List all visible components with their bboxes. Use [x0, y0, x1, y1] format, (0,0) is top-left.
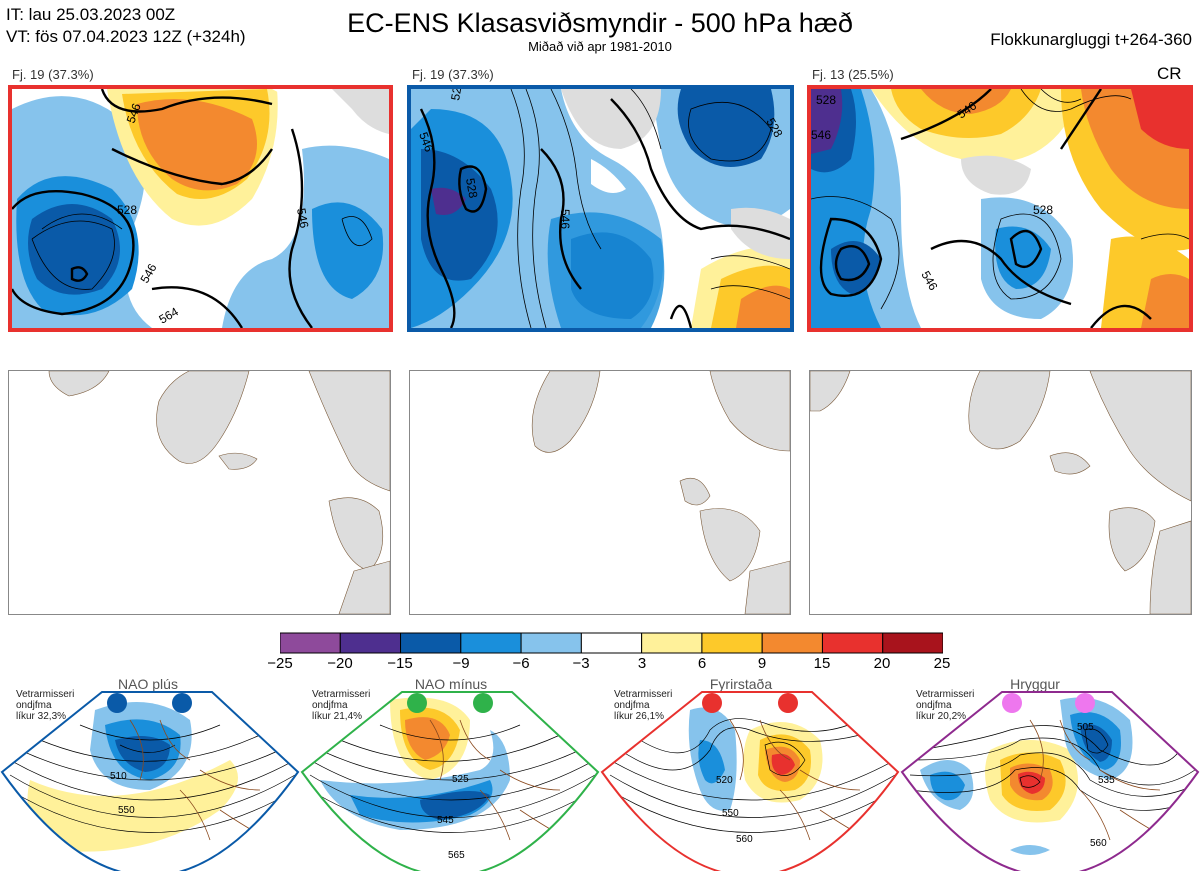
panel-3-contour-label-a: 528 — [816, 93, 836, 107]
legend-tick: −20 — [327, 655, 353, 672]
regime-2-dot-left — [407, 693, 427, 713]
legend-tick: −15 — [387, 655, 413, 672]
panel-3-contour-label-b: 546 — [811, 128, 831, 142]
panel-1-contour-label-b: 528 — [117, 203, 137, 217]
panel-2-contour-label-a: 528 — [448, 89, 465, 102]
legend-tick: 9 — [757, 655, 767, 672]
panel-3-extra-label: CR — [1157, 64, 1182, 83]
regime-3-info-line: Vetrarmisseri — [614, 689, 673, 700]
classification-window: Flokkunargluggi t+264-360 — [990, 30, 1192, 49]
panel-2-contour-label-d: 546 — [558, 209, 572, 229]
regime-3-contour-label: 560 — [736, 834, 753, 845]
regime-1-name: NAO plús — [118, 676, 178, 692]
regime-map-ridge[interactable]: 505 535 560 — [900, 690, 1200, 876]
color-legend — [279, 632, 944, 659]
page-title: EC-ENS Klasasviðsmyndir - 500 hPa hæð — [347, 8, 853, 38]
regime-3-contour-label: 550 — [722, 808, 739, 819]
regime-1-info-line: Vetrarmisseri — [16, 689, 75, 700]
base-map-3 — [809, 370, 1192, 615]
legend-swatch — [279, 632, 341, 654]
legend-swatch — [821, 632, 884, 654]
regime-2-contour-label: 525 — [452, 774, 469, 785]
cluster-map-3[interactable]: 528 546 546 546 528 — [807, 85, 1193, 332]
regime-2-dot-right — [473, 693, 493, 713]
regime-4-info-line: líkur 20,2% — [916, 711, 967, 722]
panel-1-label: Fj. 19 (37.3%) — [12, 67, 94, 82]
regime-2-info-line: ondjfma — [312, 700, 348, 711]
regime-4-info: Vetrarmisseri ondjfma líkur 20,2% — [916, 689, 974, 722]
regime-4-info-line: Vetrarmisseri — [916, 689, 975, 700]
legend-swatch — [400, 632, 462, 654]
valid-time: VT: fös 07.04.2023 12Z (+324h) — [6, 27, 246, 46]
regime-1-info-line: líkur 32,3% — [16, 711, 67, 722]
legend-tick: −6 — [512, 655, 530, 672]
legend-swatch — [701, 632, 763, 654]
regime-3-contour-label: 520 — [716, 775, 733, 786]
legend-swatch — [520, 632, 582, 654]
regime-1-dot-right — [172, 693, 192, 713]
regime-2-info-line: líkur 21,4% — [312, 711, 363, 722]
regime-4-name: Hryggur — [1010, 676, 1060, 692]
base-map-2 — [409, 370, 791, 615]
regime-3-info: Vetrarmisseri ondjfma líkur 26,1% — [614, 689, 672, 722]
regime-4-contour-label: 505 — [1077, 722, 1094, 733]
header-times: IT: lau 25.03.2023 00Z VT: fös 07.04.202… — [6, 4, 246, 48]
legend-tick: −25 — [267, 655, 293, 672]
regime-1-info-line: ondjfma — [16, 700, 52, 711]
base-map-1 — [8, 370, 391, 615]
regime-2-contour-label: 545 — [437, 815, 454, 826]
regime-4-contour-label: 560 — [1090, 838, 1107, 849]
initial-time: IT: lau 25.03.2023 00Z — [6, 5, 176, 24]
legend-tick: 25 — [933, 655, 951, 672]
regime-3-info-line: líkur 26,1% — [614, 711, 665, 722]
regime-2-name: NAO mínus — [414, 676, 488, 692]
color-legend-bar — [279, 632, 944, 654]
regime-3-dot-left — [702, 693, 722, 713]
regime-4-info-line: ondjfma — [916, 700, 952, 711]
legend-swatch — [882, 632, 944, 654]
legend-tick: 20 — [873, 655, 891, 672]
panel-2-contour-label-b: 546 — [416, 130, 436, 154]
legend-tick: −9 — [452, 655, 470, 672]
cluster-map-2[interactable]: 528 546 528 546 528 — [407, 85, 794, 332]
panel-1-contour-label-a: 546 — [124, 101, 144, 125]
regime-2-info-line: Vetrarmisseri — [312, 689, 371, 700]
cluster-map-1[interactable]: 546 528 546 546 564 — [8, 85, 393, 332]
legend-swatch — [580, 632, 643, 654]
regime-1-info: Vetrarmisseri ondjfma líkur 32,3% — [16, 689, 74, 722]
regime-3-dot-right — [778, 693, 798, 713]
panel-3-label: Fj. 13 (25.5%) — [812, 67, 894, 82]
regime-4-dot-right — [1075, 693, 1095, 713]
regime-3-name: Fyrirstaða — [709, 676, 773, 692]
regime-1-dot-left — [107, 693, 127, 713]
regime-2-contour-label: 565 — [448, 850, 465, 861]
legend-tick: −3 — [572, 655, 590, 672]
regime-4-dot-left — [1002, 693, 1022, 713]
regime-1-contour-label: 550 — [118, 805, 135, 816]
page-subtitle: Miðað við apr 1981-2010 — [528, 39, 672, 54]
legend-tick: 15 — [813, 655, 831, 672]
legend-swatch — [339, 632, 402, 654]
regime-map-nao-minus[interactable]: 525 545 565 — [300, 690, 600, 876]
regime-map-blocking[interactable]: 520 550 560 — [600, 690, 900, 876]
panel-2-contour-label-c: 528 — [463, 177, 480, 199]
regime-2-info: Vetrarmisseri ondjfma líkur 21,4% — [312, 689, 370, 722]
panel-2-label: Fj. 19 (37.3%) — [412, 67, 494, 82]
panel-1-contour-label-d: 546 — [294, 207, 311, 229]
regime-4-contour-label: 535 — [1098, 775, 1115, 786]
legend-tick: 6 — [697, 655, 707, 672]
panel-3-contour-label-e: 528 — [1033, 203, 1053, 217]
legend-swatch — [641, 632, 703, 654]
legend-swatch — [460, 632, 522, 654]
legend-tick: 3 — [637, 655, 647, 672]
legend-swatch — [761, 632, 823, 654]
regime-3-info-line: ondjfma — [614, 700, 650, 711]
regime-map-nao-plus[interactable]: 510 550 — [0, 690, 300, 876]
regime-1-contour-label: 510 — [110, 771, 127, 782]
